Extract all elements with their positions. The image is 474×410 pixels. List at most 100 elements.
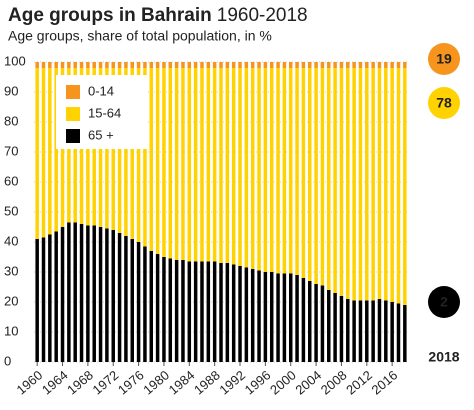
end-year-label: 2018 [428, 349, 459, 365]
bar-segment [314, 62, 318, 68]
bar-segment [276, 62, 280, 68]
bar-segment [124, 68, 128, 236]
bar-segment [396, 68, 401, 304]
bar-segment [86, 62, 90, 68]
x-tick-label: 1984 [166, 367, 198, 397]
y-tick-label: 70 [4, 143, 18, 158]
bar-segment [206, 62, 211, 68]
bar-segment [219, 263, 223, 362]
bar-segment [200, 62, 204, 68]
x-tick-label: 1988 [191, 367, 223, 397]
x-tick-label: 1976 [115, 367, 147, 397]
end-badge [428, 87, 460, 119]
bar-segment [187, 62, 192, 68]
bar-segment [339, 62, 344, 68]
bar-segment [111, 230, 115, 362]
bar-segment [327, 68, 331, 290]
bar-segment [174, 260, 179, 362]
bar-segment [212, 261, 217, 362]
bar-segment [136, 242, 141, 362]
bar-segment [181, 62, 185, 68]
bar-segment [352, 68, 356, 301]
y-tick-label: 80 [4, 113, 18, 128]
bar-segment [320, 285, 325, 362]
end-badge [428, 43, 460, 75]
bar-segment [155, 62, 160, 68]
bar-segment [206, 68, 211, 262]
bar-segment [187, 68, 192, 262]
bar-segment [143, 246, 147, 362]
bar-segment [124, 236, 128, 362]
bar-segment [67, 62, 71, 68]
bar-segment [276, 273, 280, 362]
bar-segment [301, 278, 306, 362]
bar-segment [136, 68, 141, 242]
bar-segment [346, 62, 350, 68]
bar-segment [231, 264, 236, 362]
bar-segment [92, 225, 96, 362]
bar-segment [130, 68, 134, 239]
bar-segment [282, 68, 287, 274]
bar-segment [48, 234, 52, 362]
bar-segment [327, 62, 331, 68]
bar-segment [320, 62, 325, 68]
bar-segment [403, 62, 407, 68]
bar-segment [225, 263, 230, 362]
end-badge-label: 78 [436, 95, 452, 111]
end-badge-label: 19 [436, 51, 452, 67]
y-tick-label: 30 [4, 263, 18, 278]
bar-segment [396, 303, 401, 362]
bar-segment [288, 68, 293, 274]
bar-segment [149, 251, 154, 362]
y-tick-label: 0 [4, 353, 11, 368]
x-tick-label: 2012 [343, 367, 375, 397]
bar-segment [257, 270, 261, 362]
bar-segment [225, 62, 230, 68]
bar-segment [212, 62, 217, 68]
bar-segment [263, 272, 268, 362]
bar-segment [346, 299, 350, 362]
bar-segment [352, 62, 356, 68]
bar-segment [371, 62, 375, 68]
bar-segment [314, 68, 318, 284]
bar-segment [105, 228, 109, 362]
bar-segment [149, 68, 154, 251]
bar-segment [244, 68, 249, 268]
bar-segment [162, 62, 166, 68]
bar-segment [193, 68, 198, 262]
bar-segment [200, 261, 204, 362]
x-tick-label: 1960 [14, 367, 46, 397]
legend-swatch [66, 85, 80, 99]
bar-segment [92, 62, 96, 68]
x-tick-label: 2000 [267, 367, 299, 397]
y-tick-label: 60 [4, 173, 18, 188]
bar-segment [269, 272, 274, 362]
bar-segment [339, 296, 344, 362]
y-tick-label: 100 [4, 53, 26, 68]
bar-segment [269, 62, 274, 68]
bar-segment [263, 62, 268, 68]
bar-segment [308, 62, 312, 68]
bar-segment [339, 68, 344, 296]
bar-segment [333, 293, 337, 362]
bar-segment [238, 68, 242, 266]
bar-segment [314, 284, 318, 362]
bar-segment [358, 300, 363, 362]
bar-segment [295, 68, 299, 275]
bar-segment [155, 68, 160, 254]
bar-segment [390, 302, 394, 362]
bar-segment [403, 305, 407, 362]
bar-segment [206, 261, 211, 362]
bar-segment [365, 62, 369, 68]
bar-segment [174, 68, 179, 260]
bar-segment [54, 231, 58, 362]
bar-segment [60, 227, 65, 362]
bar-segment [384, 62, 388, 68]
subtitle: Age groups, share of total population, i… [8, 28, 272, 44]
bar-segment [301, 62, 306, 68]
bar-segment [390, 62, 394, 68]
legend-swatch [66, 107, 80, 121]
legend-label: 65 + [88, 127, 114, 142]
bar-segment [301, 68, 306, 278]
end-badge [428, 286, 460, 318]
